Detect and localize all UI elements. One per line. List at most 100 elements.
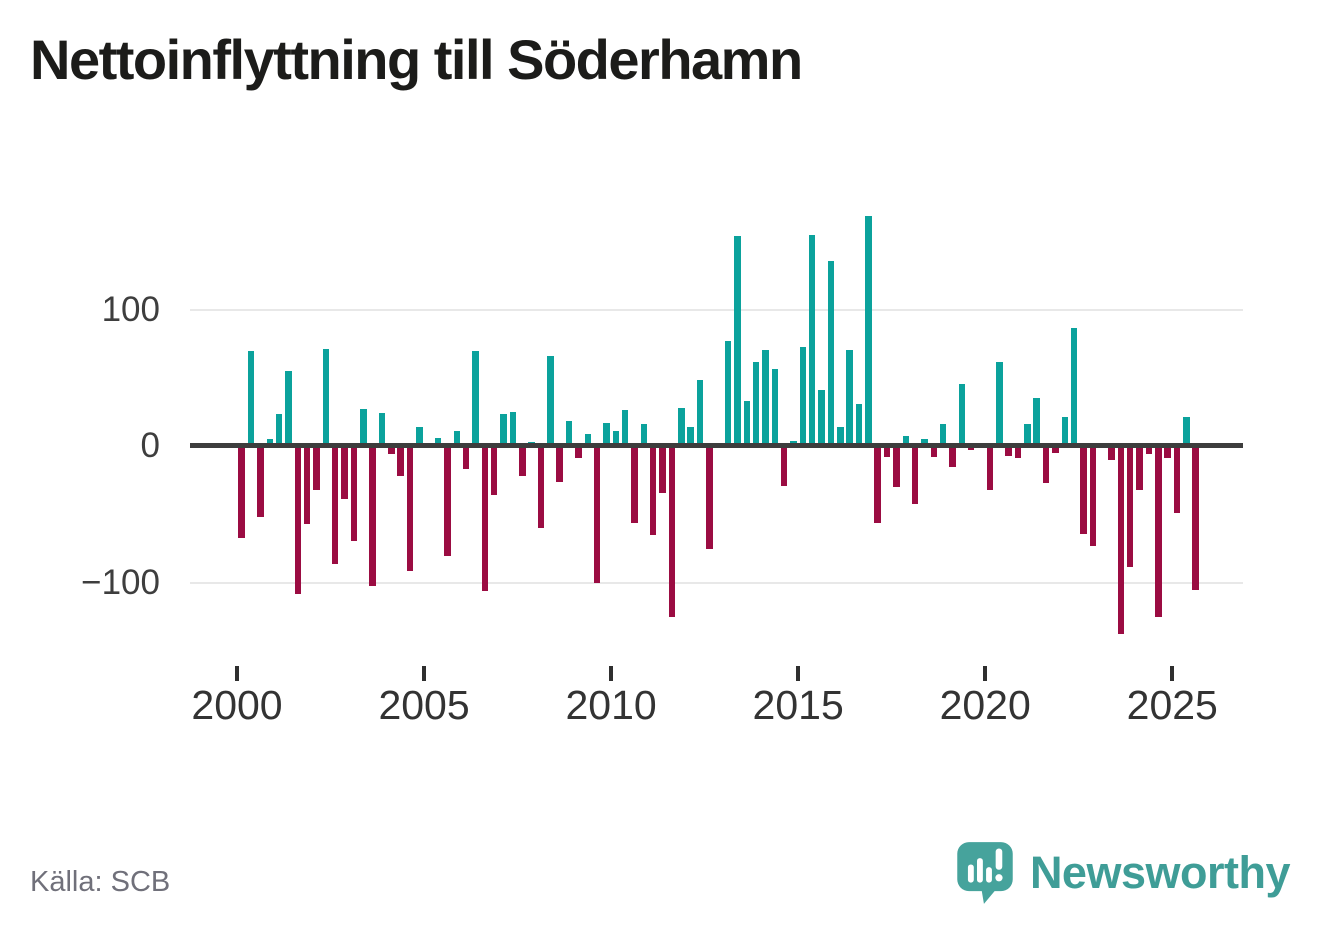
- bar-2009-q3: [593, 446, 601, 583]
- bar-2024-q3: [1155, 446, 1162, 618]
- bar-2009-q1: [575, 446, 582, 459]
- bar-2016-q4: [865, 215, 872, 446]
- bar-2024-q1: [1136, 446, 1143, 490]
- bar-2000-q3: [257, 446, 264, 518]
- bar-2005-q3: [444, 446, 451, 556]
- bar-2018-q2: [921, 439, 928, 446]
- bar-2006-q1: [462, 446, 470, 470]
- bar-2017-q2: [883, 446, 891, 457]
- bar-2001-q3: [294, 446, 302, 594]
- x-tick-2025: [1170, 666, 1175, 681]
- bar-2021-q4: [1052, 446, 1059, 453]
- bar-2004-q3: [406, 446, 414, 571]
- bar-2000-q4: [266, 439, 273, 446]
- source-note: Källa: SCB: [30, 866, 171, 898]
- bar-2002-q1: [313, 446, 320, 490]
- bar-2006-q3: [481, 446, 489, 592]
- bar-2014-q1: [762, 350, 769, 446]
- bar-2005-q2: [434, 437, 442, 446]
- bar-2022-q2: [1070, 328, 1078, 446]
- x-tick-2000: [235, 666, 239, 681]
- bar-2019-q2: [958, 384, 966, 446]
- bar-2007-q1: [500, 414, 507, 446]
- bar-2023-q2: [1108, 446, 1115, 460]
- bar-2002-q4: [341, 446, 348, 500]
- bar-2013-q1: [724, 340, 732, 446]
- bar-2010-q3: [631, 446, 638, 523]
- bar-2018-q4: [939, 424, 947, 446]
- bar-2022-q4: [1089, 446, 1097, 546]
- bar-2016-q1: [837, 426, 844, 446]
- bar-2024-q2: [1145, 446, 1153, 455]
- bar-2015-q2: [808, 235, 816, 446]
- x-axis-label-2005: 2005: [378, 682, 470, 728]
- bar-2017-q1: [874, 446, 881, 523]
- y-axis-label-100: 100: [101, 290, 160, 329]
- x-tick-2015: [796, 666, 801, 681]
- bar-2015-q3: [818, 389, 825, 446]
- x-axis-label-2025: 2025: [1126, 682, 1218, 728]
- bar-2008-q4: [565, 421, 573, 446]
- bar-2007-q2: [509, 411, 517, 446]
- bar-2021-q2: [1033, 398, 1040, 446]
- bar-2012-q1: [687, 426, 694, 446]
- bar-2004-q4: [416, 426, 423, 446]
- bar-2017-q4: [902, 436, 909, 446]
- bar-2021-q3: [1042, 446, 1050, 483]
- newsworthy-logo-icon: [957, 842, 1013, 904]
- x-tick-2005: [422, 666, 427, 681]
- bar-2008-q1: [537, 446, 545, 529]
- zero-axis-line: [190, 443, 1243, 448]
- x-axis-label-2015: 2015: [752, 682, 844, 728]
- bar-2020-q3: [1005, 446, 1012, 456]
- bar-2012-q2: [696, 380, 704, 446]
- bar-2023-q3: [1117, 446, 1125, 634]
- bar-2013-q4: [752, 362, 760, 446]
- bar-2000-q2: [247, 351, 255, 446]
- bar-2006-q4: [490, 446, 498, 496]
- bar-2022-q3: [1080, 446, 1087, 534]
- x-tick-2010: [609, 666, 614, 681]
- bar-2011-q1: [649, 446, 657, 536]
- bar-2003-q4: [378, 413, 386, 446]
- bar-2010-q1: [612, 430, 620, 446]
- y-gridline-100: [190, 309, 1243, 311]
- bar-2008-q3: [556, 446, 563, 482]
- x-axis-label-2000: 2000: [191, 682, 283, 728]
- bar-2017-q3: [893, 446, 900, 488]
- bar-2007-q3: [519, 446, 526, 477]
- bar-2014-q2: [771, 369, 779, 446]
- bar-2012-q3: [706, 446, 713, 549]
- bar-2013-q3: [743, 400, 750, 446]
- bar-2001-q1: [275, 414, 283, 446]
- bar-2021-q1: [1024, 424, 1031, 446]
- bar-2016-q2: [846, 350, 853, 446]
- bar-2020-q2: [996, 362, 1003, 446]
- bar-2020-q4: [1014, 446, 1022, 459]
- bar-2020-q1: [986, 446, 994, 490]
- bar-2003-q3: [369, 446, 376, 586]
- bar-2015-q1: [799, 347, 807, 446]
- bar-2019-q3: [967, 446, 975, 451]
- bar-2014-q3: [780, 446, 788, 486]
- y-axis-label-minus-100: −100: [81, 563, 160, 602]
- bar-2019-q1: [949, 446, 956, 467]
- bar-2003-q2: [360, 409, 367, 446]
- bar-2025-q3: [1192, 446, 1199, 590]
- bar-2009-q4: [603, 422, 610, 446]
- bar-2000-q1: [238, 446, 245, 538]
- bar-2004-q1: [388, 446, 395, 455]
- y-axis-label-0: 0: [140, 426, 160, 465]
- bar-2023-q4: [1126, 446, 1134, 567]
- bar-2005-q4: [453, 430, 461, 446]
- newsworthy-logo-text: Newsworthy: [1029, 847, 1291, 898]
- bar-2016-q3: [855, 403, 863, 446]
- bar-2011-q3: [668, 446, 676, 618]
- bar-2002-q2: [322, 348, 330, 446]
- x-tick-2020: [983, 666, 988, 681]
- bar-2010-q4: [640, 424, 648, 446]
- bar-2025-q1: [1173, 446, 1181, 514]
- bar-2001-q2: [285, 370, 292, 446]
- bar-2003-q1: [350, 446, 358, 541]
